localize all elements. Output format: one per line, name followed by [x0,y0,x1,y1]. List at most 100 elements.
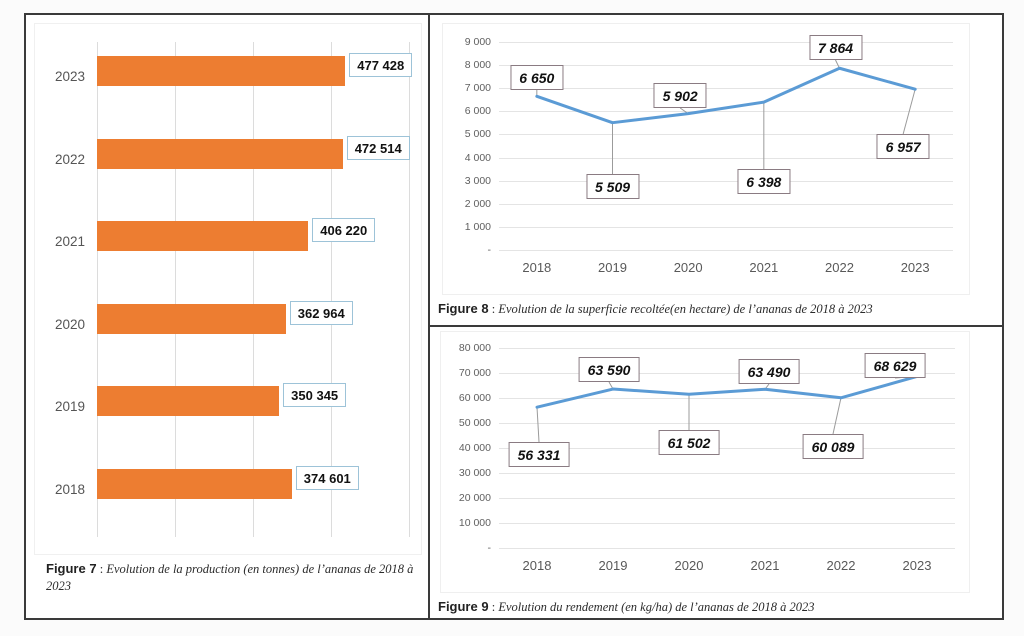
data-point-label: 5 902 [653,83,707,108]
y-axis-tick-label: 30 000 [458,467,491,479]
bar-row: 2023 477 428 [55,42,413,125]
figure8-caption: Figure 8 : Evolution de la superficie re… [438,301,998,318]
bar-value-label: 374 601 [295,465,359,490]
bar-value-label: 350 345 [283,383,347,407]
gridline-horizontal [499,250,953,251]
figure8-caption-separator: : [488,302,499,316]
gridline-horizontal [499,157,953,159]
bar-value-label: 477 428 [349,53,413,77]
bar-row: 2021 406 220 [55,207,409,290]
figure8-caption-text: Evolution de la superficie recoltée(en h… [498,302,873,316]
y-axis-tick-label: 60 000 [458,392,491,404]
gridline-horizontal [499,65,953,67]
x-axis-tick-label: 2021 [750,558,780,573]
data-label-leader-line [835,59,840,69]
y-axis-tick-label: 10 000 [458,517,491,529]
gridline-horizontal [499,348,955,349]
gridline-horizontal [499,498,955,499]
gridline-vertical [253,42,254,537]
gridline-horizontal [499,548,955,549]
y-axis-tick-label: 6 000 [464,105,491,118]
bar-category-label: 2022 [54,151,85,167]
y-axis-tick-label: 8 000 [464,59,491,72]
gridline-horizontal [499,111,953,113]
x-axis-tick-label: 2019 [598,558,628,573]
x-axis-tick-label: 2023 [902,558,932,573]
data-point-label: 6 957 [876,134,930,159]
figure7-caption-prefix: Figure 7 [46,561,97,576]
gridline-horizontal [499,523,955,524]
gridline-vertical [331,42,332,537]
x-axis-tick-label: 2018 [522,558,552,573]
bar-row: 2022 472 514 [55,125,410,208]
data-point-label: 6 650 [510,65,564,90]
figure7-bar-chart: 2023 477 428 2022 472 514 2021 406 220 2020 362… [34,23,422,555]
gridline-vertical [409,42,410,537]
line-series-path [535,374,919,409]
line-series-path [535,66,917,125]
gridline-horizontal [499,473,955,474]
bar-category-label: 2021 [54,234,85,249]
data-point-label: 61 502 [658,430,720,455]
x-axis-tick-label: 2021 [749,260,779,275]
gridline-horizontal [499,373,955,374]
line-series-svg [535,59,917,174]
bar-value-label: 362 964 [289,300,353,325]
x-axis-tick-label: 2022 [826,558,856,573]
gridline-horizontal [499,134,953,136]
figure7-cell: 2023 477 428 2022 472 514 2021 406 220 2020 362… [26,15,430,618]
figure8-line-chart: 9 000 8 000 7 000 6 000 5 000 4 000 3 000 2 000… [442,23,970,295]
figure8-plot-area: 9 000 8 000 7 000 6 000 5 000 4 000 3 000 2 000… [443,24,969,294]
figure9-caption: Figure 9 : Evolution du rendement (en kg… [438,599,998,616]
data-point-label: 68 629 [864,353,926,378]
x-axis-tick-label: 2022 [825,260,854,275]
figure9-caption-prefix: Figure 9 [438,599,489,614]
bar-value-label: 406 220 [312,218,376,242]
bar-segment [97,303,286,334]
figure8-cell: 9 000 8 000 7 000 6 000 5 000 4 000 3 000 2 000… [430,15,1002,327]
y-axis-tick-label: 50 000 [458,417,491,429]
gridline-horizontal [499,42,953,43]
bar-value-label: 472 514 [346,135,410,160]
y-axis-tick-label: - [487,244,492,256]
bar-segment [97,56,346,86]
bar-row: 2020 362 964 [55,290,409,373]
data-point-label: 63 490 [738,359,800,384]
gridline-vertical [97,42,98,537]
y-axis-tick-label: - [487,542,492,554]
bar-segment [97,221,309,251]
figure9-line-chart: 80 000 70 000 60 000 50 000 40 000 30 000 20 0… [440,331,970,593]
figure9-caption-separator: : [488,600,499,614]
data-point-label: 56 331 [508,442,570,467]
bar-segment [97,468,292,499]
y-axis-tick-label: 4 000 [464,151,491,164]
figure9-plot-area: 80 000 70 000 60 000 50 000 40 000 30 000 20 0… [441,332,969,592]
bar-row: 2019 350 345 [55,372,409,455]
y-axis-tick-label: 20 000 [458,492,491,504]
x-axis-tick-label: 2023 [900,260,930,275]
gridline-horizontal [499,180,953,182]
y-axis-tick-label: 40 000 [458,442,491,454]
y-axis-tick-label: 1 000 [464,220,491,233]
figure7-caption-separator: : [96,562,107,576]
gridline-horizontal [499,203,953,205]
figure7-caption-text: Evolution de la production (en tonnes) d… [46,562,414,593]
x-axis-tick-label: 2020 [674,558,704,573]
figures-right-column: 9 000 8 000 7 000 6 000 5 000 4 000 3 000 2 000… [430,15,1002,618]
bar-category-label: 2023 [54,69,85,84]
gridline-horizontal [499,398,955,399]
y-axis-tick-label: 2 000 [464,197,491,210]
gridline-horizontal [499,448,955,449]
figures-table: 2023 477 428 2022 472 514 2021 406 220 2020 362… [24,13,1004,620]
y-axis-tick-label: 5 000 [464,128,491,141]
bar-category-label: 2019 [54,399,85,414]
figure7-caption: Figure 7 : Evolution de la production (e… [46,561,416,594]
y-axis-tick-label: 3 000 [464,174,491,187]
y-axis-tick-label: 80 000 [458,342,491,354]
data-label-leader-line [536,407,540,443]
bar-row: 2018 374 601 [55,455,409,538]
gridline-horizontal [499,88,953,90]
figure9-cell: 80 000 70 000 60 000 50 000 40 000 30 000 20 0… [430,327,1002,618]
bar-category-label: 2020 [54,316,85,332]
